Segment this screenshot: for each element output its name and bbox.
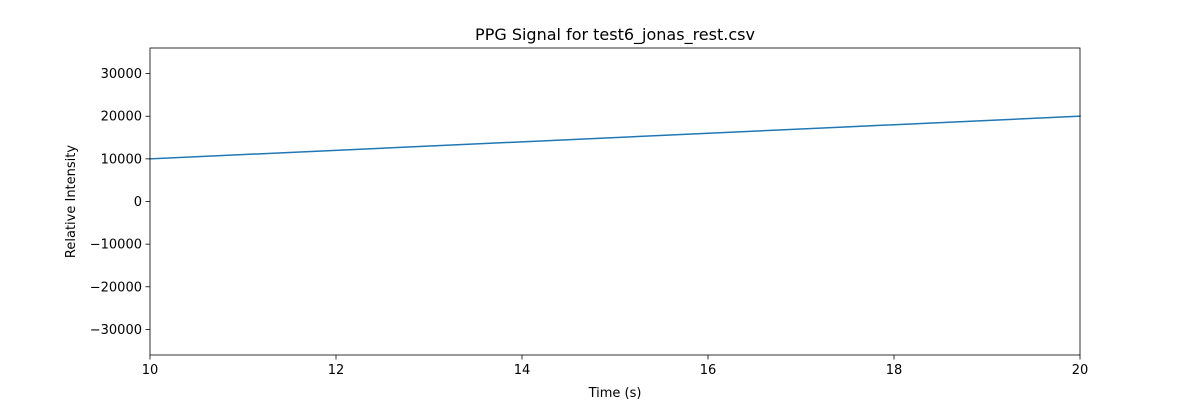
y-axis-ticks: −30000 −20000 −10000 0 10000 20000 30000 — [90, 67, 150, 338]
signal-series-line — [149, 115, 1081, 160]
x-axis-ticks: 10 12 14 16 18 20 — [142, 355, 1089, 378]
y-tick-label: −20000 — [90, 280, 142, 295]
x-tick-label: 10 — [142, 363, 159, 378]
series-layer — [149, 115, 1081, 160]
x-tick-label: 20 — [1072, 363, 1089, 378]
y-tick-label: 30000 — [101, 67, 142, 82]
axes-frame — [149, 47, 1081, 356]
y-tick-label: 20000 — [101, 110, 142, 125]
y-axis-label: Relative Intensity — [64, 145, 79, 258]
y-tick-label: −10000 — [90, 238, 142, 253]
y-tick-label: −30000 — [90, 323, 142, 338]
y-tick-label: 10000 — [101, 152, 142, 167]
y-tick-label: 0 — [134, 195, 142, 210]
chart-title: PPG Signal for test6_jonas_rest.csv — [475, 25, 755, 45]
x-tick-label: 14 — [514, 363, 531, 378]
x-tick-label: 16 — [700, 363, 717, 378]
x-tick-label: 12 — [328, 363, 345, 378]
x-tick-label: 18 — [886, 363, 903, 378]
plot-area-background — [150, 48, 1080, 355]
x-axis-label: Time (s) — [588, 386, 642, 400]
